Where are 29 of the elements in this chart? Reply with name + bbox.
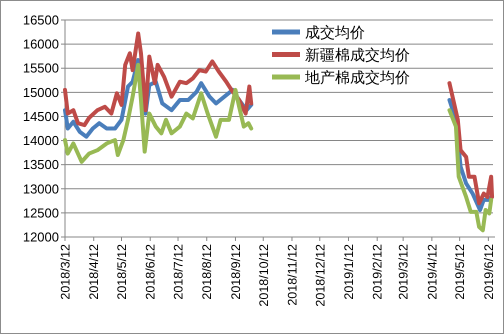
x-tick-label: 2019/4/12 <box>425 244 440 300</box>
legend-label: 新疆棉成交均价 <box>305 47 410 64</box>
x-tick-label: 2018/6/12 <box>144 244 158 300</box>
x-tick-label: 2018/5/12 <box>115 244 130 300</box>
x-tick-label: 2018/12/12 <box>313 244 328 307</box>
x-tick-label: 2018/7/12 <box>172 244 186 300</box>
x-tick-label: 2018/8/12 <box>200 244 214 300</box>
y-tick-label: 16000 <box>22 36 59 52</box>
x-tick-label: 2019/2/12 <box>370 244 385 300</box>
y-tick-label: 12500 <box>22 205 59 220</box>
legend-label: 地产棉成交均价 <box>304 70 410 86</box>
y-tick-label: 15000 <box>22 84 59 100</box>
y-tick-label: 14000 <box>22 133 59 148</box>
y-tick-label: 15500 <box>22 60 59 76</box>
y-tick-label: 14500 <box>22 108 59 124</box>
x-tick-label: 2018/10/12 <box>256 244 271 307</box>
x-tick-label: 2019/1/12 <box>342 244 356 300</box>
x-tick-label: 2018/9/12 <box>228 244 243 300</box>
y-tick-label: 13000 <box>22 181 59 196</box>
y-tick-label: 13500 <box>22 157 59 172</box>
legend-label: 成交均价 <box>305 24 365 42</box>
x-tick-label: 2018/11/12 <box>285 244 300 306</box>
x-tick-label: 2019/5/12 <box>453 244 468 300</box>
y-tick-label: 16500 <box>22 12 59 28</box>
y-tick-label: 12000 <box>22 230 59 244</box>
x-tick-label: 2018/3/12 <box>58 244 72 300</box>
x-tick-label: 2018/4/12 <box>87 244 102 300</box>
x-tick-label: 2019/6/12 <box>482 244 496 300</box>
x-tick-label: 2019/3/12 <box>396 244 411 300</box>
